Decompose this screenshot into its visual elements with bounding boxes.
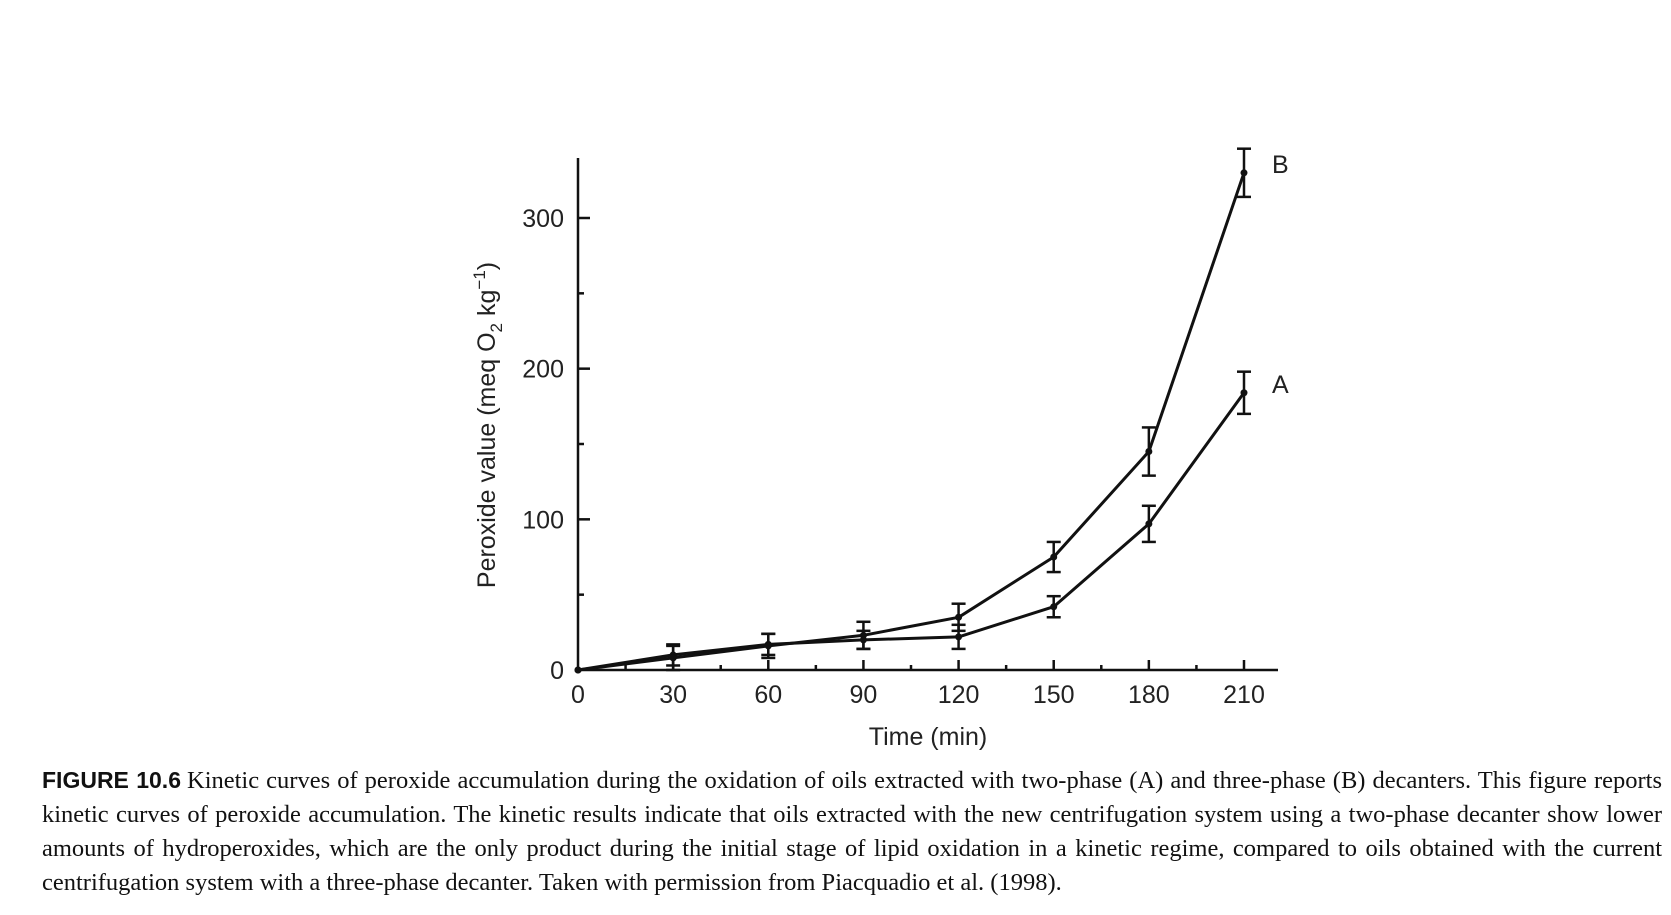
y-axis-title-main: Peroxide value (meq O xyxy=(473,332,501,588)
y-tick-label: 300 xyxy=(522,205,564,233)
x-tick-label: 0 xyxy=(571,681,585,709)
x-tick-label: 90 xyxy=(850,681,878,709)
chart-series xyxy=(574,147,1251,674)
series-b-point xyxy=(669,654,677,662)
series-b-line xyxy=(577,172,1246,672)
figure-caption-text: Kinetic curves of peroxide accumulation … xyxy=(42,767,1663,896)
y-axis-title: Peroxide value (meq O2 kg−1) xyxy=(470,262,506,588)
chart-axes xyxy=(576,158,1278,672)
series-b-label: B xyxy=(1272,151,1289,179)
y-tick-label: 100 xyxy=(522,506,564,534)
x-axis-title: Time (min) xyxy=(869,723,988,751)
series-a-point xyxy=(1145,520,1153,528)
y-axis-title-superscript: −1 xyxy=(470,270,489,289)
series-b-point xyxy=(574,666,582,674)
peroxide-kinetic-chart: 0 100 200 300 0 30 60 90 120 150 180 210 A B Time (mi… xyxy=(470,147,1289,751)
series-b-point xyxy=(955,613,963,621)
y-axis-title-subscript: 2 xyxy=(487,323,506,332)
x-tick-label: 180 xyxy=(1128,681,1170,709)
series-b-point xyxy=(1145,448,1153,456)
y-tick-label: 200 xyxy=(522,356,564,384)
y-axis-title-unit: kg xyxy=(473,290,501,323)
x-tick-label: 30 xyxy=(659,681,687,709)
series-a-point xyxy=(1050,603,1058,611)
figure-caption: FIGURE 10.6 Kinetic curves of peroxide ac… xyxy=(42,763,1662,900)
chart-labels: 0 100 200 300 0 30 60 90 120 150 180 210 A B xyxy=(522,151,1289,709)
series-b-point xyxy=(1050,553,1058,561)
y-tick-label: 0 xyxy=(550,657,564,685)
y-axis-title-close: ) xyxy=(473,262,501,270)
series-a-point xyxy=(955,633,963,641)
series-a-label: A xyxy=(1272,371,1289,399)
x-tick-label: 150 xyxy=(1033,681,1075,709)
series-a-line xyxy=(577,391,1246,672)
figure-caption-label: FIGURE 10.6 xyxy=(42,767,181,793)
x-tick-label: 120 xyxy=(938,681,980,709)
x-tick-label: 210 xyxy=(1223,681,1265,709)
series-b-point xyxy=(764,642,772,650)
x-tick-label: 60 xyxy=(754,681,782,709)
series-a-point xyxy=(1240,389,1248,397)
series-b-point xyxy=(859,631,867,639)
series-b-point xyxy=(1240,169,1248,177)
